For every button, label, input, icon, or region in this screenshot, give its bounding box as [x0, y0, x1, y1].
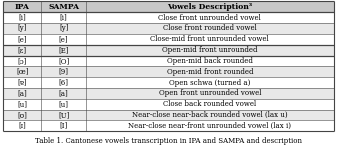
Bar	[3, 1, 334, 12]
Text: Open schwa (turned a): Open schwa (turned a)	[169, 79, 250, 87]
Text: [i]: [i]	[60, 14, 67, 22]
Text: Open-mid back rounded: Open-mid back rounded	[167, 57, 253, 65]
Bar	[3, 120, 334, 131]
Text: Close front unrounded vowel: Close front unrounded vowel	[158, 14, 261, 22]
Text: [œ]: [œ]	[16, 68, 29, 76]
Text: IPA: IPA	[15, 3, 30, 11]
Text: [6]: [6]	[59, 79, 69, 87]
Bar	[3, 77, 334, 88]
Text: Close back rounded vowel: Close back rounded vowel	[163, 100, 256, 108]
Text: [a]: [a]	[59, 89, 68, 97]
Text: [U]: [U]	[58, 111, 69, 119]
Text: Close front rounded vowel: Close front rounded vowel	[163, 24, 257, 32]
Text: [e]: [e]	[18, 35, 27, 43]
Text: Open front unrounded vowel: Open front unrounded vowel	[159, 89, 261, 97]
Text: Near-close near-front unrounded vowel (lax i): Near-close near-front unrounded vowel (l…	[128, 122, 291, 130]
Text: [i]: [i]	[19, 14, 26, 22]
Bar	[3, 12, 334, 23]
Text: Near-close near-back rounded vowel (lax u): Near-close near-back rounded vowel (lax …	[132, 111, 287, 119]
Text: [O]: [O]	[58, 57, 69, 65]
Text: [a]: [a]	[18, 89, 27, 97]
Text: [I]: [I]	[60, 122, 68, 130]
Text: Close-mid front unrounded vowel: Close-mid front unrounded vowel	[150, 35, 269, 43]
Bar	[3, 34, 334, 45]
Text: [ɪ]: [ɪ]	[19, 122, 26, 130]
Text: [y]: [y]	[18, 24, 27, 32]
Bar	[3, 110, 334, 120]
Bar	[3, 88, 334, 99]
Text: Open-mid front rounded: Open-mid front rounded	[166, 68, 253, 76]
Bar	[3, 23, 334, 34]
Text: SAMPA: SAMPA	[48, 3, 79, 11]
Text: [E]: [E]	[58, 46, 69, 54]
Text: [9]: [9]	[59, 68, 69, 76]
Bar	[3, 66, 334, 77]
Text: [e]: [e]	[59, 35, 68, 43]
Bar	[3, 45, 334, 56]
Text: [u]: [u]	[59, 100, 69, 108]
Bar	[3, 99, 334, 110]
Text: Table 1. Cantonese vowels transcription in IPA and SAMPA and description: Table 1. Cantonese vowels transcription …	[35, 137, 302, 145]
Text: Open-mid front unrounded: Open-mid front unrounded	[162, 46, 257, 54]
Bar	[3, 56, 334, 66]
Text: [ɐ]: [ɐ]	[18, 79, 27, 87]
Text: [ɔ]: [ɔ]	[18, 57, 27, 65]
Text: Vowels Description³: Vowels Description³	[167, 3, 252, 11]
Text: [ʊ]: [ʊ]	[18, 111, 27, 119]
Text: [ɛ]: [ɛ]	[18, 46, 27, 54]
Text: [y]: [y]	[59, 24, 68, 32]
Text: [u]: [u]	[18, 100, 27, 108]
